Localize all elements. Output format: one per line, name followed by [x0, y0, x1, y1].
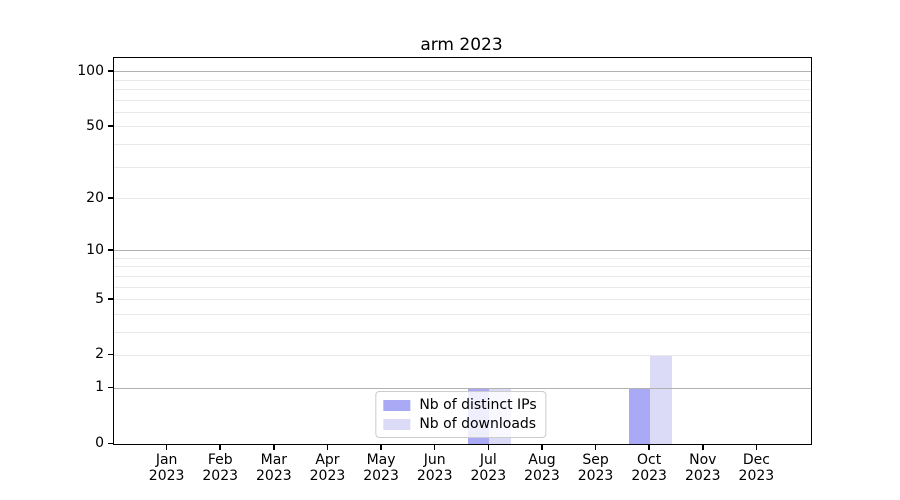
- y-gridline-major: [114, 387, 811, 389]
- y-gridline-minor: [114, 313, 811, 315]
- y-gridline-minor: [114, 275, 811, 277]
- y-gridline-major: [114, 250, 811, 252]
- x-tick-label-feb: Feb 2023: [190, 452, 250, 484]
- x-tick-year: 2023: [524, 468, 560, 484]
- x-tick-month: Jan: [155, 452, 178, 468]
- y-gridline-minor: [114, 99, 811, 101]
- x-tick-month: Nov: [689, 452, 717, 468]
- x-tick-year: 2023: [416, 468, 453, 484]
- y-tick-label: 50: [86, 117, 104, 134]
- x-tick-month: Aug: [528, 452, 556, 468]
- x-tick-year: 2023: [738, 468, 775, 484]
- x-tick-label-mar: Mar 2023: [244, 452, 304, 484]
- x-tick-label-oct: Oct 2023: [619, 452, 679, 484]
- y-tick-label: 100: [77, 62, 104, 79]
- y-gridline-minor: [114, 198, 811, 200]
- legend-swatch-distinct-ips: [383, 399, 411, 411]
- y-tick-mark: [108, 197, 113, 199]
- y-gridline-major: [114, 71, 811, 73]
- y-gridline-minor: [114, 89, 811, 91]
- x-tick-mark: [219, 444, 221, 450]
- y-tick-mark: [108, 70, 113, 72]
- chart-title: arm 2023: [420, 35, 503, 55]
- x-tick-year: 2023: [148, 468, 185, 484]
- x-tick-month: May: [366, 452, 396, 468]
- plot-area: [113, 57, 812, 445]
- x-tick-mark: [380, 444, 382, 450]
- x-tick-year: 2023: [309, 468, 346, 484]
- y-tick-label: 20: [86, 189, 104, 206]
- x-tick-mark: [487, 444, 490, 450]
- x-tick-mark: [165, 444, 168, 450]
- x-tick-year: 2023: [256, 468, 292, 484]
- bar-downloads-oct: [650, 355, 672, 444]
- x-tick-month: Sep: [582, 452, 609, 468]
- legend: Nb of distinct IPs Nb of downloads: [375, 391, 547, 438]
- x-tick-mark: [594, 444, 597, 450]
- x-tick-month: Apr: [315, 452, 340, 468]
- y-tick-label: 10: [86, 241, 104, 258]
- x-tick-mark: [273, 444, 275, 450]
- y-tick-mark: [108, 442, 113, 444]
- legend-label-distinct-ips: Nb of distinct IPs: [419, 397, 537, 413]
- legend-swatch-downloads: [383, 418, 411, 430]
- x-tick-mark: [433, 444, 436, 450]
- y-tick-mark: [108, 386, 113, 389]
- y-tick-label: 5: [95, 290, 104, 307]
- y-gridline-minor: [114, 112, 811, 114]
- bar-distinct-ips-oct: [628, 388, 651, 444]
- y-gridline-minor: [114, 126, 811, 128]
- y-gridline-minor: [114, 79, 811, 81]
- x-tick-label-sep: Sep 2023: [566, 452, 626, 484]
- y-tick-mark: [108, 353, 113, 356]
- x-tick-year: 2023: [363, 468, 399, 484]
- y-tick-label: 0: [95, 435, 104, 451]
- x-tick-label-jul: Jul 2023: [458, 452, 518, 484]
- x-tick-month: Jul: [479, 452, 497, 468]
- x-tick-mark: [326, 444, 329, 450]
- x-tick-year: 2023: [470, 468, 507, 484]
- y-tick-mark: [108, 125, 113, 127]
- x-tick-month: Feb: [207, 452, 233, 468]
- x-tick-year: 2023: [202, 468, 239, 484]
- x-tick-label-may: May 2023: [351, 452, 411, 484]
- x-tick-label-jun: Jun 2023: [405, 452, 465, 484]
- y-tick-label: 1: [95, 379, 104, 396]
- x-tick-year: 2023: [577, 468, 614, 484]
- x-tick-mark: [755, 444, 758, 450]
- x-tick-label-apr: Apr 2023: [297, 452, 357, 484]
- y-gridline-minor: [114, 286, 811, 288]
- x-tick-label-aug: Aug 2023: [512, 452, 572, 484]
- y-gridline-minor: [114, 257, 811, 259]
- legend-label-downloads: Nb of downloads: [419, 416, 537, 432]
- y-gridline-minor: [114, 144, 811, 146]
- y-tick-label: 2: [95, 346, 104, 363]
- y-tick-mark: [108, 298, 113, 300]
- y-tick-mark: [108, 249, 113, 251]
- x-tick-year: 2023: [684, 468, 721, 484]
- x-tick-month: Mar: [260, 452, 288, 468]
- x-tick-mark: [702, 444, 704, 450]
- x-tick-month: Dec: [742, 452, 770, 468]
- y-gridline-minor: [114, 331, 811, 333]
- legend-item-distinct-ips: Nb of distinct IPs: [383, 397, 537, 413]
- y-gridline-minor: [114, 266, 811, 268]
- y-gridline-minor: [114, 354, 811, 356]
- x-tick-label-jan: Jan 2023: [137, 452, 197, 484]
- x-tick-mark: [648, 444, 650, 450]
- y-gridline-minor: [114, 299, 811, 301]
- x-tick-label-dec: Dec 2023: [726, 452, 786, 484]
- x-tick-year: 2023: [631, 468, 667, 484]
- y-gridline-minor: [114, 166, 811, 168]
- x-tick-month: Oct: [637, 452, 662, 468]
- x-tick-label-nov: Nov 2023: [673, 452, 733, 484]
- legend-item-downloads: Nb of downloads: [383, 416, 536, 432]
- x-tick-month: Jun: [423, 452, 446, 468]
- x-tick-mark: [541, 444, 543, 450]
